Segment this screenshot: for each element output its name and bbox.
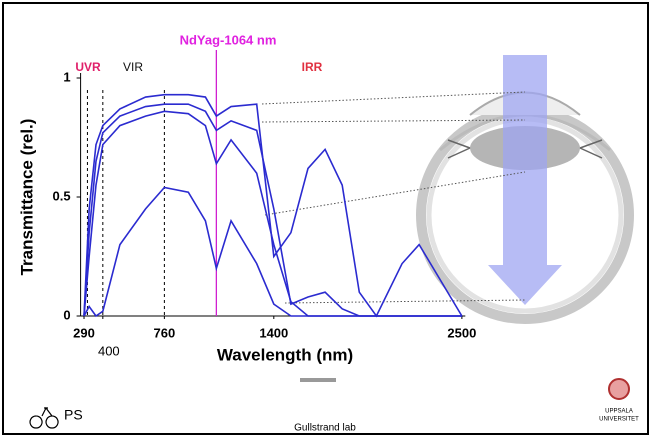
x-tick-label: 290 [73, 325, 95, 340]
small-image [300, 378, 336, 382]
footer-center: Gullstrand lab [294, 423, 356, 434]
footer-left: PS [64, 407, 83, 423]
logo [609, 379, 629, 399]
y-tick-label: 0.5 [53, 188, 71, 203]
ndyag-label: NdYag-1064 nm [180, 32, 277, 47]
y-tick-label: 0 [63, 307, 70, 322]
region-label: UVR [75, 60, 101, 74]
logo-text: UNIVERSITET [599, 417, 639, 423]
region-label: VIR [123, 60, 143, 74]
x-axis-title: Wavelength (nm) [217, 345, 353, 364]
logo-text: UPPSALA [605, 409, 633, 415]
x-tick-label: 2500 [447, 325, 476, 340]
chart: NdYag-1064 nm UVR VIR IRR Transmittance … [0, 0, 651, 437]
x-tick-label: 1400 [259, 325, 288, 340]
y-tick-label: 1 [63, 69, 70, 84]
region-label: IRR [302, 60, 323, 74]
x-tick-label: 760 [154, 325, 176, 340]
y-axis-title: Transmittance (rel.) [17, 119, 36, 276]
slide: NdYag-1064 nm UVR VIR IRR Transmittance … [0, 0, 651, 437]
x-tick-label: 400 [98, 343, 120, 358]
